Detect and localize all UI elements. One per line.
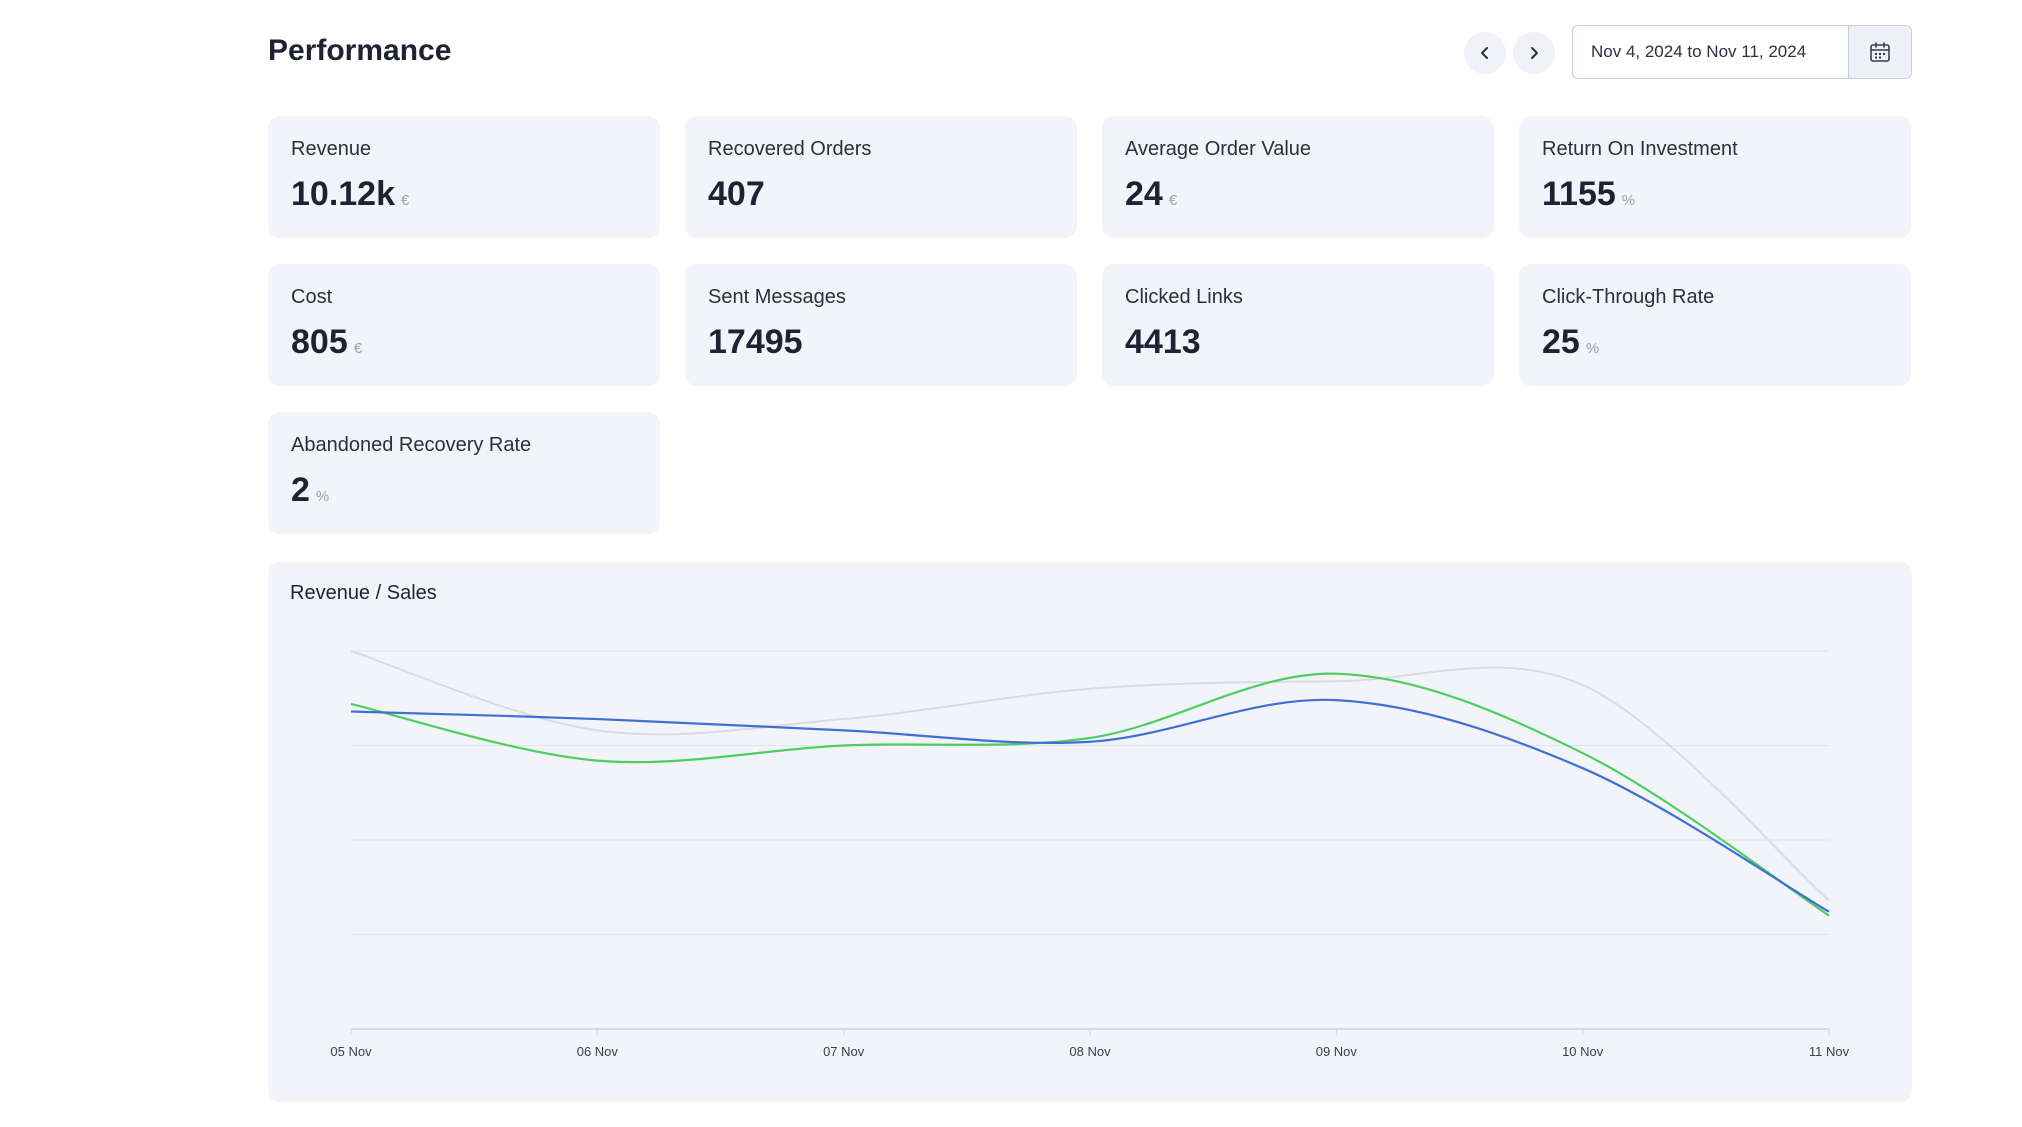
- metric-label: Average Order Value: [1125, 138, 1312, 160]
- metric-card-recovered-orders: Recovered Orders 407: [685, 116, 1077, 238]
- metric-unit: %: [315, 488, 330, 505]
- series-line-1: [350, 650, 1830, 902]
- metric-unit: %: [1621, 192, 1636, 209]
- date-range-text[interactable]: Nov 4, 2024 to Nov 11, 2024: [1591, 42, 1807, 61]
- page-title: Performance: [268, 34, 452, 67]
- metric-card-return-on-investment: Return On Investment 1155 %: [1519, 116, 1911, 238]
- metric-label: Revenue: [291, 138, 372, 160]
- x-tick-label: 09 Nov: [1316, 1044, 1358, 1059]
- metric-label: Sent Messages: [708, 286, 846, 308]
- chart-title: Revenue / Sales: [290, 582, 437, 604]
- metric-label: Cost: [291, 286, 333, 308]
- revenue-sales-chart: 05 Nov 06 Nov 07 Nov 08 Nov 09 Nov 10 Nov 11 N…: [330, 650, 1850, 1059]
- x-tick-label: 11 Nov: [1809, 1044, 1850, 1059]
- metric-card-clicked-links: Clicked Links 4413: [1102, 264, 1494, 386]
- x-tick-label: 05 Nov: [330, 1044, 372, 1059]
- date-range-picker[interactable]: Nov 4, 2024 to Nov 11, 2024: [1572, 25, 1912, 79]
- metric-label: Return On Investment: [1542, 138, 1738, 160]
- metric-unit: %: [1585, 340, 1600, 357]
- metric-card-cost: Cost 805 €: [268, 264, 660, 386]
- metric-card-revenue: Revenue 10.12k €: [268, 116, 660, 238]
- x-tick-label: 06 Nov: [577, 1044, 619, 1059]
- metric-value: 17495: [708, 323, 803, 361]
- metric-value: 10.12k: [291, 175, 395, 213]
- calendar-icon: [1870, 42, 1890, 62]
- series-line-2: [350, 672, 1830, 917]
- metric-label: Click-Through Rate: [1542, 286, 1715, 308]
- metric-value: 407: [708, 175, 765, 213]
- metric-unit: €: [1168, 192, 1178, 209]
- x-tick-label: 10 Nov: [1562, 1044, 1604, 1059]
- metric-label: Clicked Links: [1125, 286, 1243, 308]
- metric-value: 2: [291, 471, 310, 509]
- previous-period-button[interactable]: [1464, 32, 1506, 74]
- metric-label: Abandoned Recovery Rate: [291, 434, 532, 456]
- series-line-3: [350, 698, 1830, 913]
- metric-card-sent-messages: Sent Messages 17495: [685, 264, 1077, 386]
- metric-label: Recovered Orders: [708, 138, 872, 160]
- chevron-right-icon: [1531, 47, 1538, 59]
- metric-value: 4413: [1125, 323, 1201, 361]
- x-tick-label: 08 Nov: [1069, 1044, 1111, 1059]
- metric-value: 25: [1542, 323, 1580, 361]
- calendar-button[interactable]: [1848, 26, 1911, 78]
- revenue-sales-chart-panel: 05 Nov 06 Nov 07 Nov 08 Nov 09 Nov 10 Nov 11 N…: [268, 562, 1912, 1102]
- metric-value: 24: [1125, 175, 1163, 213]
- metric-value: 1155: [1542, 175, 1616, 213]
- next-period-button[interactable]: [1513, 32, 1555, 74]
- metric-value: 805: [291, 323, 348, 361]
- x-tick-label: 07 Nov: [823, 1044, 865, 1059]
- metric-card-abandoned-recovery-rate: Abandoned Recovery Rate 2 %: [268, 412, 660, 534]
- metric-unit: €: [401, 192, 410, 209]
- metric-card-average-order-value: Average Order Value 24 €: [1102, 116, 1494, 238]
- metric-unit: €: [353, 340, 363, 357]
- chevron-left-icon: [1481, 47, 1488, 59]
- metric-card-click-through-rate: Click-Through Rate 25 %: [1519, 264, 1911, 386]
